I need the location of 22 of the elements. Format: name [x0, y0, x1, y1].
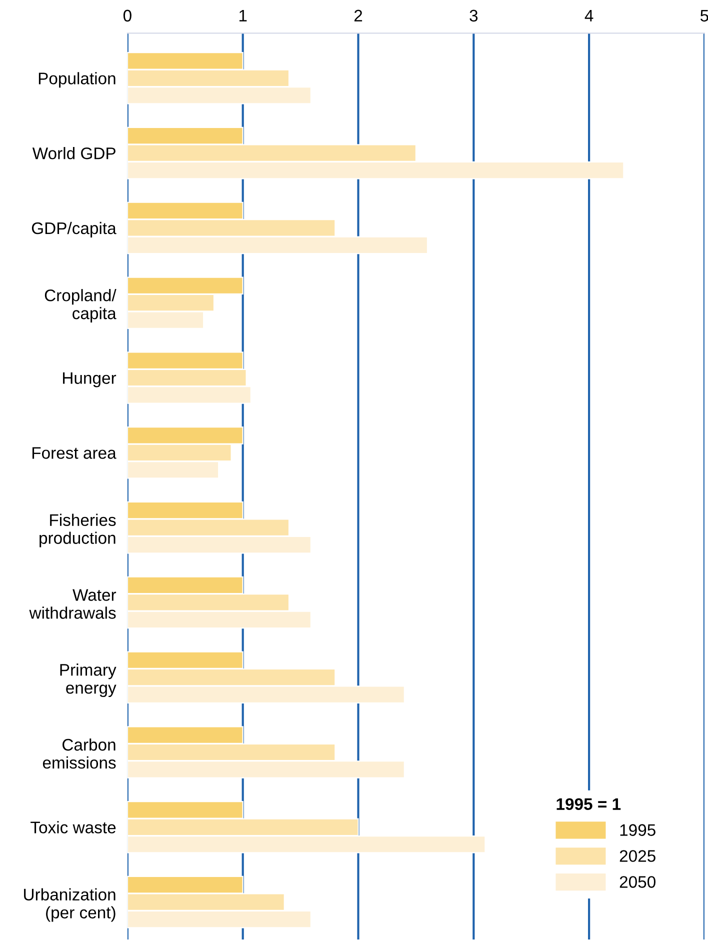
y-tick-label: Toxic waste: [30, 821, 116, 834]
y-tick-label: World GDP: [32, 147, 116, 160]
y-tick-label: Population: [38, 72, 116, 88]
y-tick-label: Water withdrawals: [29, 589, 116, 619]
y-tick-label: Primary energy: [60, 664, 116, 698]
y-tick-label: Fisheries production: [40, 514, 116, 548]
x-tick-label: 5: [700, 10, 708, 22]
y-tick-label: GDP/capita: [32, 222, 116, 238]
y-tick-label: Urbanization (per cent): [24, 888, 116, 922]
y-tick-label: Hunger: [63, 372, 116, 388]
x-tick-label: 4: [584, 10, 594, 22]
y-tick-label: Forest area: [32, 447, 116, 459]
legend-label: 2050: [620, 876, 656, 888]
x-tick-label: 2: [354, 10, 362, 22]
y-tick-label: Cropland/ capita: [44, 289, 116, 323]
legend-title: 1995 = 1: [556, 798, 621, 810]
x-tick-label: 0: [123, 10, 132, 22]
x-tick-label: 3: [470, 10, 478, 22]
legend-label: 1995: [620, 824, 656, 836]
x-tick-label: 1: [239, 10, 247, 22]
y-tick-label: Carbon emissions: [42, 738, 116, 769]
legend-label: 2025: [620, 850, 656, 862]
